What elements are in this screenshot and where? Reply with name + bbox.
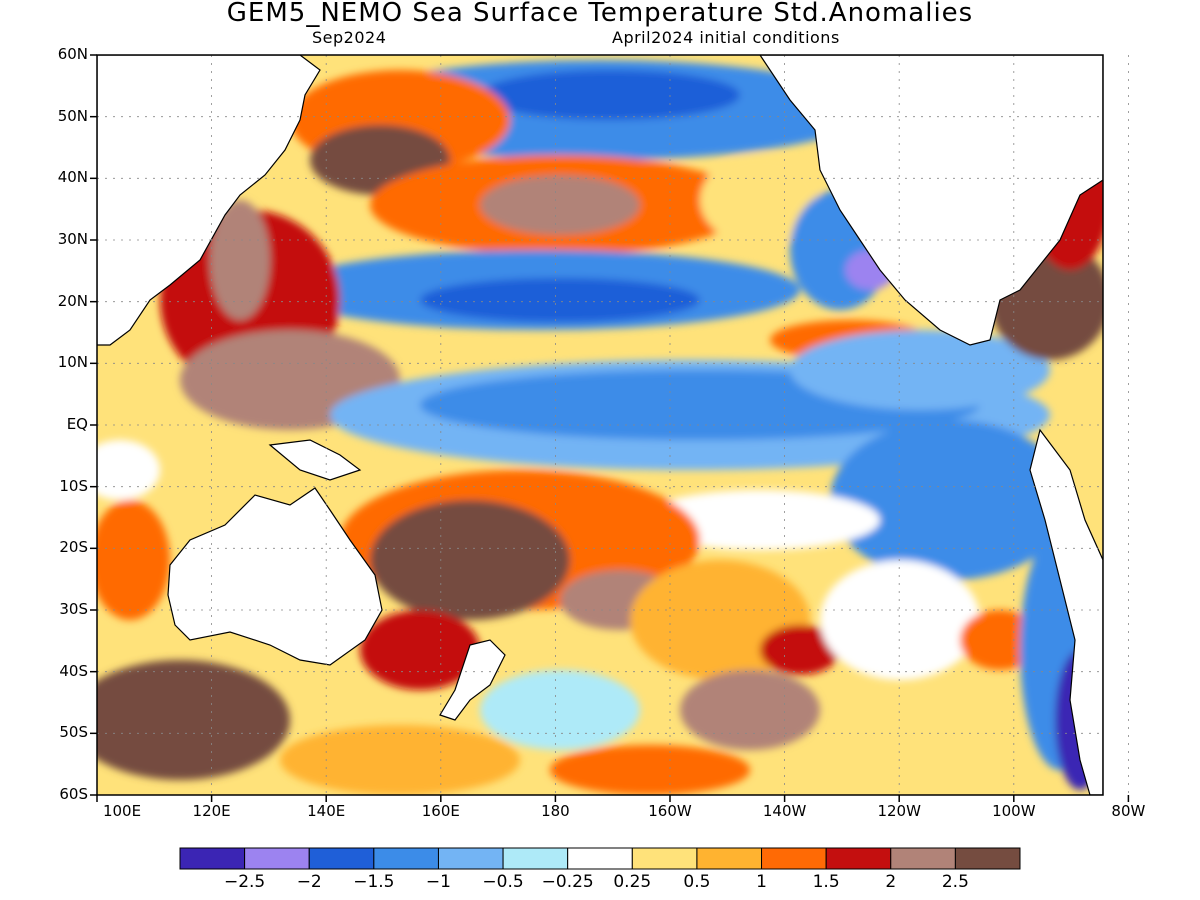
colorbar-label: 1.5: [812, 872, 840, 892]
lat-label: 60S: [59, 785, 88, 803]
colorbar-label: −0.5: [482, 872, 524, 892]
anomaly-patch: [830, 420, 1070, 580]
anomaly-patch: [97, 660, 290, 780]
colorbar-label: −1: [425, 872, 451, 892]
lat-label: 10N: [57, 353, 88, 372]
lat-label: 60N: [57, 45, 88, 63]
lon-label: 100E: [102, 802, 142, 820]
lon-label: 180: [541, 802, 570, 820]
colorbar-swatch: [502, 847, 569, 870]
lon-label: 80W: [1111, 802, 1146, 820]
anomaly-patch: [960, 610, 1040, 670]
colorbar: [179, 847, 1021, 870]
colorbar-label: 0.25: [613, 872, 652, 892]
lat-label: 40S: [59, 661, 88, 680]
anomaly-patch: [370, 500, 570, 620]
colorbar-label: −2: [296, 872, 322, 892]
anomaly-patch: [760, 625, 840, 675]
anomaly-patch: [480, 175, 640, 235]
colorbar-swatch: [567, 847, 633, 870]
lon-label: 120E: [192, 802, 231, 820]
new-guinea-landmass: [268, 439, 362, 481]
asia-landmass: [97, 55, 321, 346]
colorbar-label: 2: [885, 872, 897, 892]
lat-label: 50S: [59, 723, 88, 742]
colorbar-label: 2.5: [941, 872, 969, 892]
australia-landmass: [167, 487, 383, 666]
forecast-month: Sep2024: [312, 28, 387, 47]
lat-label: 50N: [57, 106, 88, 125]
anomaly-patch: [280, 725, 520, 795]
anomaly-patch: [550, 745, 750, 795]
colorbar-label: 0.5: [683, 872, 711, 892]
colorbar-swatch: [954, 847, 1021, 870]
anomaly-patch: [360, 610, 480, 690]
anomaly-patch: [480, 670, 640, 750]
colorbar-swatch: [631, 847, 698, 870]
anomaly-patch: [640, 490, 880, 550]
lat-label: 20N: [57, 291, 88, 310]
colorbar-label: −0.25: [541, 872, 594, 892]
axis-ticks: [90, 54, 1130, 802]
anomaly-patch: [97, 500, 170, 620]
colorbar-label: −1.5: [353, 872, 395, 892]
anomaly-patch: [790, 330, 1050, 410]
lon-label: 140W: [762, 802, 807, 820]
anomaly-patch: [210, 200, 270, 320]
colorbar-swatch: [696, 847, 763, 870]
anomaly-patch: [480, 70, 740, 120]
colorbar-swatch: [179, 847, 246, 870]
lat-label: 40N: [57, 168, 88, 187]
lat-label: 30S: [59, 600, 88, 618]
anomaly-patch: [680, 670, 820, 750]
anomaly-patch: [820, 560, 980, 680]
new-zealand-landmass: [439, 639, 506, 721]
anomaly-field: [97, 55, 1103, 795]
colorbar-label: −2.5: [223, 872, 266, 892]
north-america-landmass: [759, 55, 1103, 346]
lon-label: 100W: [992, 802, 1036, 820]
colorbar-swatch: [437, 847, 504, 870]
anomaly-patch: [420, 278, 700, 322]
lon-label: 120W: [877, 802, 921, 820]
initial-conditions-label: April2024 initial conditions: [612, 28, 840, 47]
anomaly-patch: [700, 155, 820, 245]
lat-label: 20S: [59, 538, 88, 557]
land-masses: [97, 55, 1103, 795]
colorbar-swatch: [825, 847, 892, 870]
colorbar-swatch: [890, 847, 956, 870]
lon-label: 160W: [648, 802, 692, 820]
lat-label: EQ: [66, 415, 88, 433]
south-america-landmass: [1029, 428, 1103, 795]
lon-label: 160E: [421, 802, 460, 820]
colorbar-label: 1: [756, 872, 767, 892]
colorbar-swatch: [761, 847, 827, 870]
anomaly-patch: [97, 440, 160, 500]
lat-label: 10S: [59, 476, 88, 495]
colorbar-swatch: [244, 847, 310, 870]
map-title: GEM5_NEMO Sea Surface Temperature Std.An…: [226, 0, 974, 28]
lon-label: 140E: [307, 802, 346, 820]
colorbar-swatch: [308, 847, 375, 870]
lat-lon-grid: [97, 55, 1129, 795]
lat-label: 30N: [57, 230, 88, 248]
colorbar-swatch: [373, 847, 439, 870]
